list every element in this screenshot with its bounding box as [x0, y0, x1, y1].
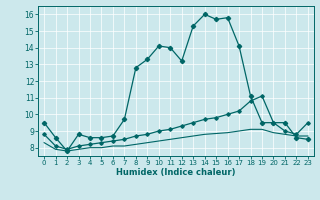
X-axis label: Humidex (Indice chaleur): Humidex (Indice chaleur) [116, 168, 236, 177]
